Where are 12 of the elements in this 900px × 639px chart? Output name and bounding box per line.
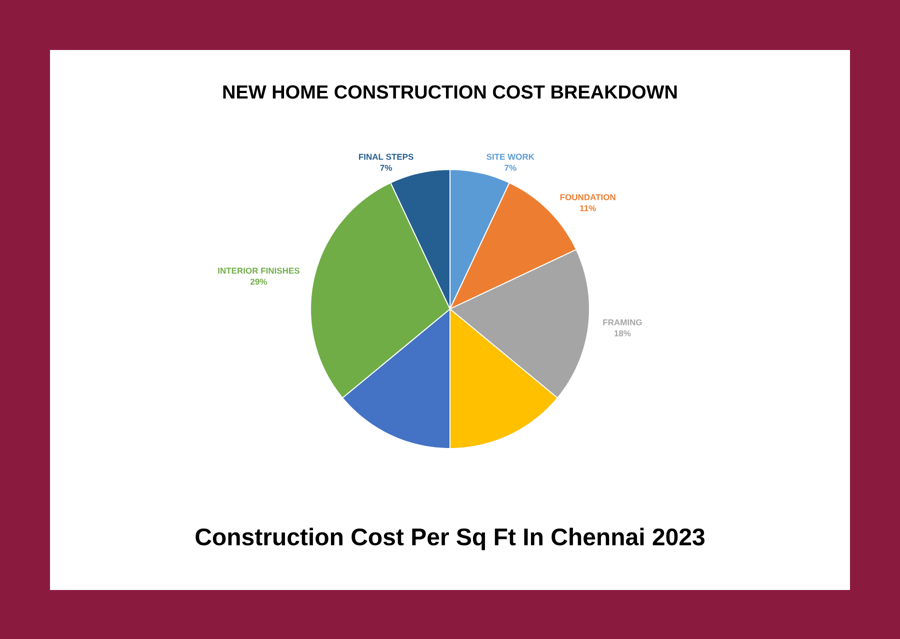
data-label: 7% [504, 164, 516, 171]
text: Construction Cost Per Sq Ft In Chennai 2023 [196, 528, 704, 550]
data-label: 7% [380, 164, 392, 171]
slice-label: SITE WORK [486, 154, 534, 160]
data-label: 29% [250, 278, 267, 285]
slice-label: FRAMING [603, 319, 642, 326]
data-label: 11% [580, 205, 596, 212]
chart-title: NEW HOME CONSTRUCTION COST BREAKDOWN [223, 85, 677, 99]
slice-label: FINAL STEPS [358, 154, 414, 160]
slice-label: FOUNDATION [560, 194, 616, 200]
data-label: 18% [614, 330, 631, 336]
slice-label: INTERIOR FINISHES [218, 268, 300, 274]
